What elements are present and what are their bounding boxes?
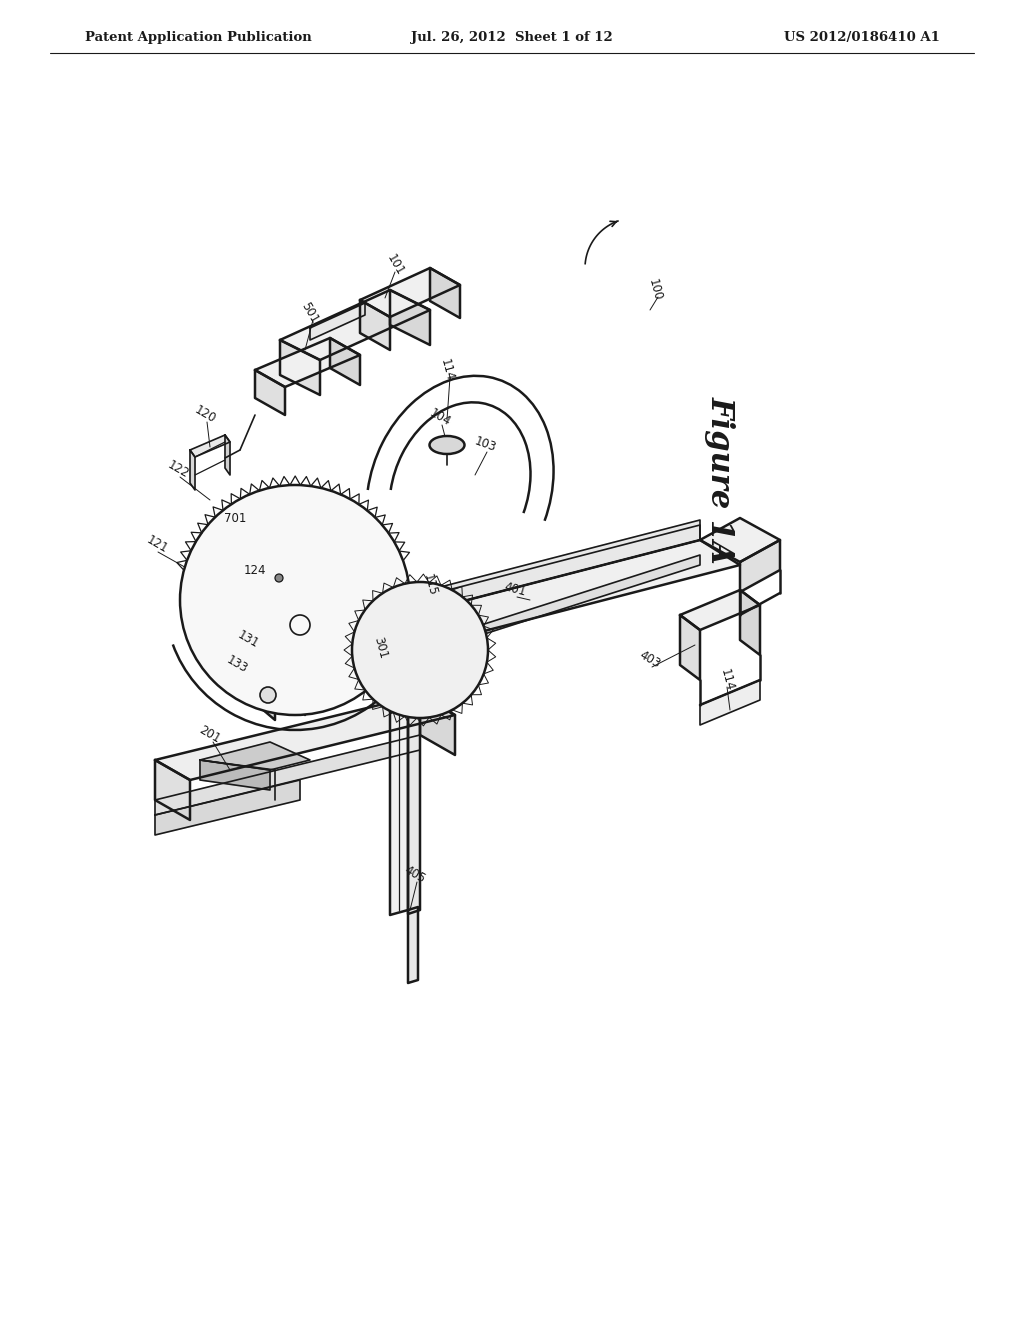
Polygon shape (155, 696, 455, 780)
Circle shape (260, 686, 276, 704)
Text: 114: 114 (718, 668, 736, 693)
Text: 701: 701 (224, 511, 246, 524)
Text: 114: 114 (438, 358, 456, 383)
Polygon shape (200, 760, 270, 789)
Polygon shape (200, 742, 310, 770)
Polygon shape (700, 680, 760, 725)
Polygon shape (190, 450, 195, 490)
Text: Jul. 26, 2012  Sheet 1 of 12: Jul. 26, 2012 Sheet 1 of 12 (411, 32, 613, 45)
Polygon shape (300, 680, 305, 715)
Polygon shape (680, 590, 760, 630)
Polygon shape (390, 675, 408, 915)
Polygon shape (280, 290, 430, 360)
Polygon shape (408, 907, 418, 983)
Polygon shape (390, 520, 700, 620)
Text: 501: 501 (299, 300, 322, 326)
Text: 301: 301 (371, 635, 389, 660)
Polygon shape (225, 436, 230, 475)
Text: 100: 100 (646, 277, 665, 302)
Polygon shape (155, 780, 300, 836)
Text: 201: 201 (197, 723, 223, 746)
Text: 405: 405 (402, 863, 428, 886)
Polygon shape (740, 590, 760, 655)
Text: 124: 124 (244, 564, 266, 577)
Polygon shape (310, 304, 365, 341)
Circle shape (275, 574, 283, 582)
Polygon shape (360, 268, 460, 317)
Polygon shape (390, 540, 740, 645)
Text: Patent Application Publication: Patent Application Publication (85, 32, 311, 45)
Text: 403: 403 (637, 649, 663, 671)
Text: 104: 104 (427, 407, 453, 429)
Polygon shape (390, 525, 700, 620)
Polygon shape (155, 735, 420, 814)
Text: Figure 1A: Figure 1A (705, 396, 735, 564)
Polygon shape (450, 554, 700, 645)
Polygon shape (300, 657, 345, 692)
Polygon shape (408, 676, 420, 913)
Polygon shape (259, 566, 287, 594)
Text: 401: 401 (503, 581, 527, 599)
Text: 120: 120 (193, 404, 218, 426)
Text: 133: 133 (224, 653, 250, 676)
Polygon shape (155, 760, 190, 820)
Polygon shape (360, 300, 390, 350)
Polygon shape (255, 655, 360, 697)
Polygon shape (390, 620, 430, 665)
Polygon shape (255, 680, 275, 719)
Ellipse shape (429, 436, 465, 454)
Polygon shape (700, 517, 780, 562)
Text: 131: 131 (236, 628, 261, 651)
Text: 122: 122 (165, 459, 191, 482)
Polygon shape (190, 436, 230, 457)
Polygon shape (420, 696, 455, 755)
Text: 121: 121 (144, 533, 170, 556)
Circle shape (352, 582, 488, 718)
Polygon shape (740, 540, 780, 591)
Polygon shape (245, 565, 325, 655)
Polygon shape (390, 290, 430, 345)
Text: US 2012/0186410 A1: US 2012/0186410 A1 (784, 32, 940, 45)
Text: 103: 103 (472, 436, 498, 455)
Text: 101: 101 (384, 252, 407, 279)
Polygon shape (280, 341, 319, 395)
Polygon shape (680, 615, 700, 680)
Polygon shape (330, 338, 360, 385)
Polygon shape (430, 268, 460, 318)
Polygon shape (255, 370, 285, 414)
Circle shape (180, 484, 410, 715)
Text: 115: 115 (421, 573, 439, 598)
Polygon shape (255, 338, 360, 387)
